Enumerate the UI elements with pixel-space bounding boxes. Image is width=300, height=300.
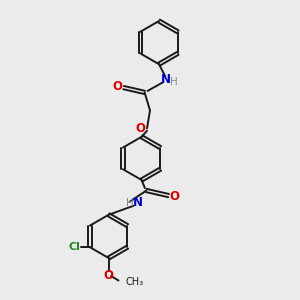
- Text: Cl: Cl: [68, 242, 80, 252]
- Text: O: O: [136, 122, 146, 136]
- Text: N: N: [160, 73, 171, 86]
- Text: H: H: [170, 77, 178, 87]
- Text: O: O: [103, 268, 114, 282]
- Text: O: O: [169, 190, 180, 203]
- Text: CH₃: CH₃: [126, 277, 144, 287]
- Text: N: N: [132, 196, 142, 209]
- Text: O: O: [112, 80, 123, 93]
- Text: H: H: [126, 198, 134, 208]
